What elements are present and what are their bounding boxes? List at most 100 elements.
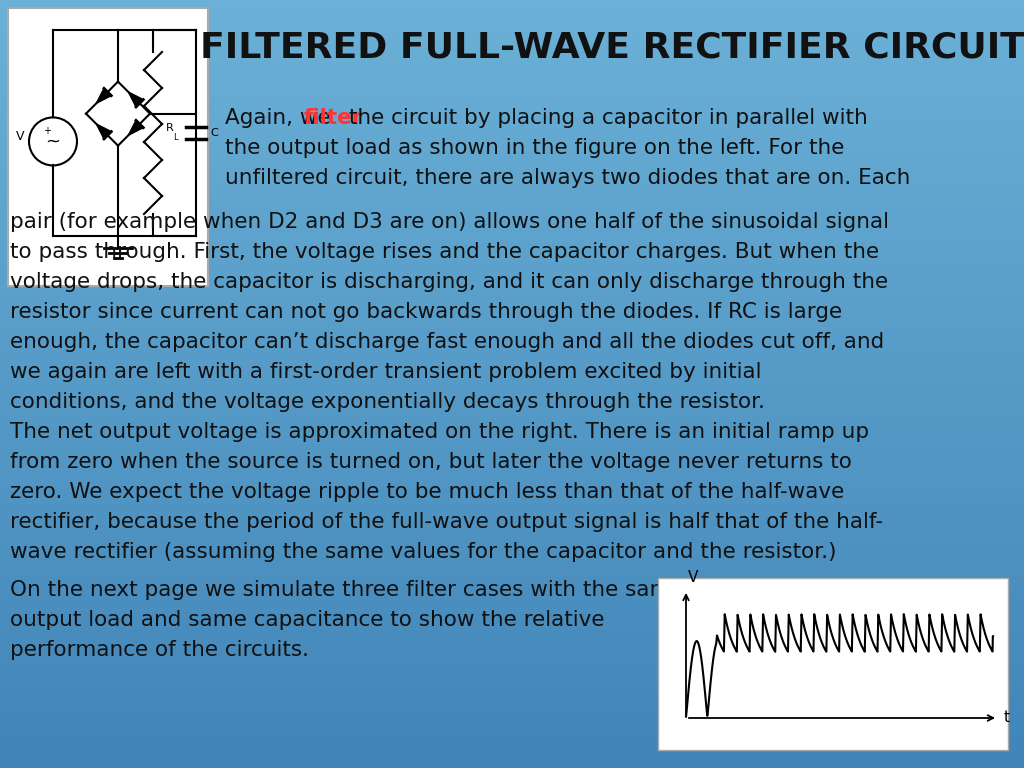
Bar [0, 340, 1024, 344]
Bar [0, 647, 1024, 651]
Bar [0, 207, 1024, 211]
Bar [0, 574, 1024, 577]
Bar [0, 90, 1024, 93]
Bar [0, 668, 1024, 672]
Text: Again, we: Again, we [225, 108, 338, 128]
Bar [0, 528, 1024, 531]
Bar [0, 225, 1024, 229]
Bar [0, 328, 1024, 331]
Bar [0, 25, 1024, 29]
Bar [0, 297, 1024, 300]
Bar [658, 578, 1008, 750]
Bar [0, 276, 1024, 280]
Bar [0, 622, 1024, 626]
Bar [0, 397, 1024, 400]
Bar [0, 607, 1024, 611]
Bar [0, 386, 1024, 390]
Bar [0, 238, 1024, 242]
Bar [0, 402, 1024, 406]
Bar [0, 632, 1024, 636]
Bar [0, 23, 1024, 27]
Bar [0, 54, 1024, 58]
Bar [0, 46, 1024, 50]
Bar [0, 363, 1024, 367]
Bar [0, 36, 1024, 39]
Bar [0, 515, 1024, 518]
Bar [0, 282, 1024, 285]
Bar [0, 509, 1024, 513]
Bar [0, 148, 1024, 152]
Bar [0, 750, 1024, 753]
Bar [0, 74, 1024, 78]
Bar [0, 640, 1024, 644]
Bar [0, 379, 1024, 382]
Polygon shape [128, 92, 143, 107]
Bar [0, 253, 1024, 257]
Text: unfiltered circuit, there are always two diodes that are on. Each: unfiltered circuit, there are always two… [225, 168, 910, 188]
Bar [0, 561, 1024, 564]
Bar [0, 151, 1024, 154]
Bar [0, 707, 1024, 710]
Bar [0, 146, 1024, 150]
Bar [0, 44, 1024, 47]
Bar [0, 620, 1024, 623]
Bar [0, 558, 1024, 561]
Bar [0, 422, 1024, 426]
Bar [0, 494, 1024, 498]
Bar [0, 259, 1024, 262]
Bar [0, 330, 1024, 334]
Bar [0, 489, 1024, 492]
Bar [0, 261, 1024, 265]
Bar [0, 217, 1024, 221]
Bar [0, 266, 1024, 270]
Bar [0, 159, 1024, 162]
Bar [0, 64, 1024, 68]
Bar [0, 694, 1024, 697]
Bar [0, 666, 1024, 669]
Bar [0, 681, 1024, 684]
Bar [0, 382, 1024, 385]
Bar [0, 543, 1024, 546]
Bar [0, 555, 1024, 559]
Bar [0, 584, 1024, 588]
Bar [0, 141, 1024, 144]
Bar [0, 18, 1024, 22]
Bar [0, 274, 1024, 277]
Bar [0, 440, 1024, 444]
Text: output load and same capacitance to show the relative: output load and same capacitance to show… [10, 610, 604, 630]
Text: to pass through. First, the voltage rises and the capacitor charges. But when th: to pass through. First, the voltage rise… [10, 242, 880, 262]
Bar [0, 643, 1024, 646]
Bar [0, 100, 1024, 104]
Bar [0, 453, 1024, 457]
Bar [0, 535, 1024, 538]
Bar [0, 684, 1024, 687]
Bar [0, 271, 1024, 275]
Bar [0, 727, 1024, 730]
Bar [0, 670, 1024, 674]
Bar [0, 594, 1024, 598]
Bar [0, 87, 1024, 91]
Bar [0, 366, 1024, 369]
Bar [0, 486, 1024, 490]
Text: t: t [1004, 710, 1010, 726]
Bar [0, 753, 1024, 756]
Bar [0, 369, 1024, 372]
Bar [0, 505, 1024, 508]
Bar [0, 56, 1024, 60]
Bar [0, 743, 1024, 746]
Bar [0, 323, 1024, 326]
Text: we again are left with a first-order transient problem excited by initial: we again are left with a first-order tra… [10, 362, 762, 382]
Bar [0, 614, 1024, 618]
Bar [0, 236, 1024, 239]
Bar [0, 522, 1024, 526]
Bar [0, 724, 1024, 728]
Bar [0, 730, 1024, 733]
Bar [0, 740, 1024, 743]
Bar [0, 315, 1024, 319]
Bar [0, 663, 1024, 667]
Bar [0, 279, 1024, 283]
Bar [0, 660, 1024, 664]
Text: ~: ~ [45, 132, 60, 151]
Bar [0, 691, 1024, 695]
Bar [0, 228, 1024, 231]
